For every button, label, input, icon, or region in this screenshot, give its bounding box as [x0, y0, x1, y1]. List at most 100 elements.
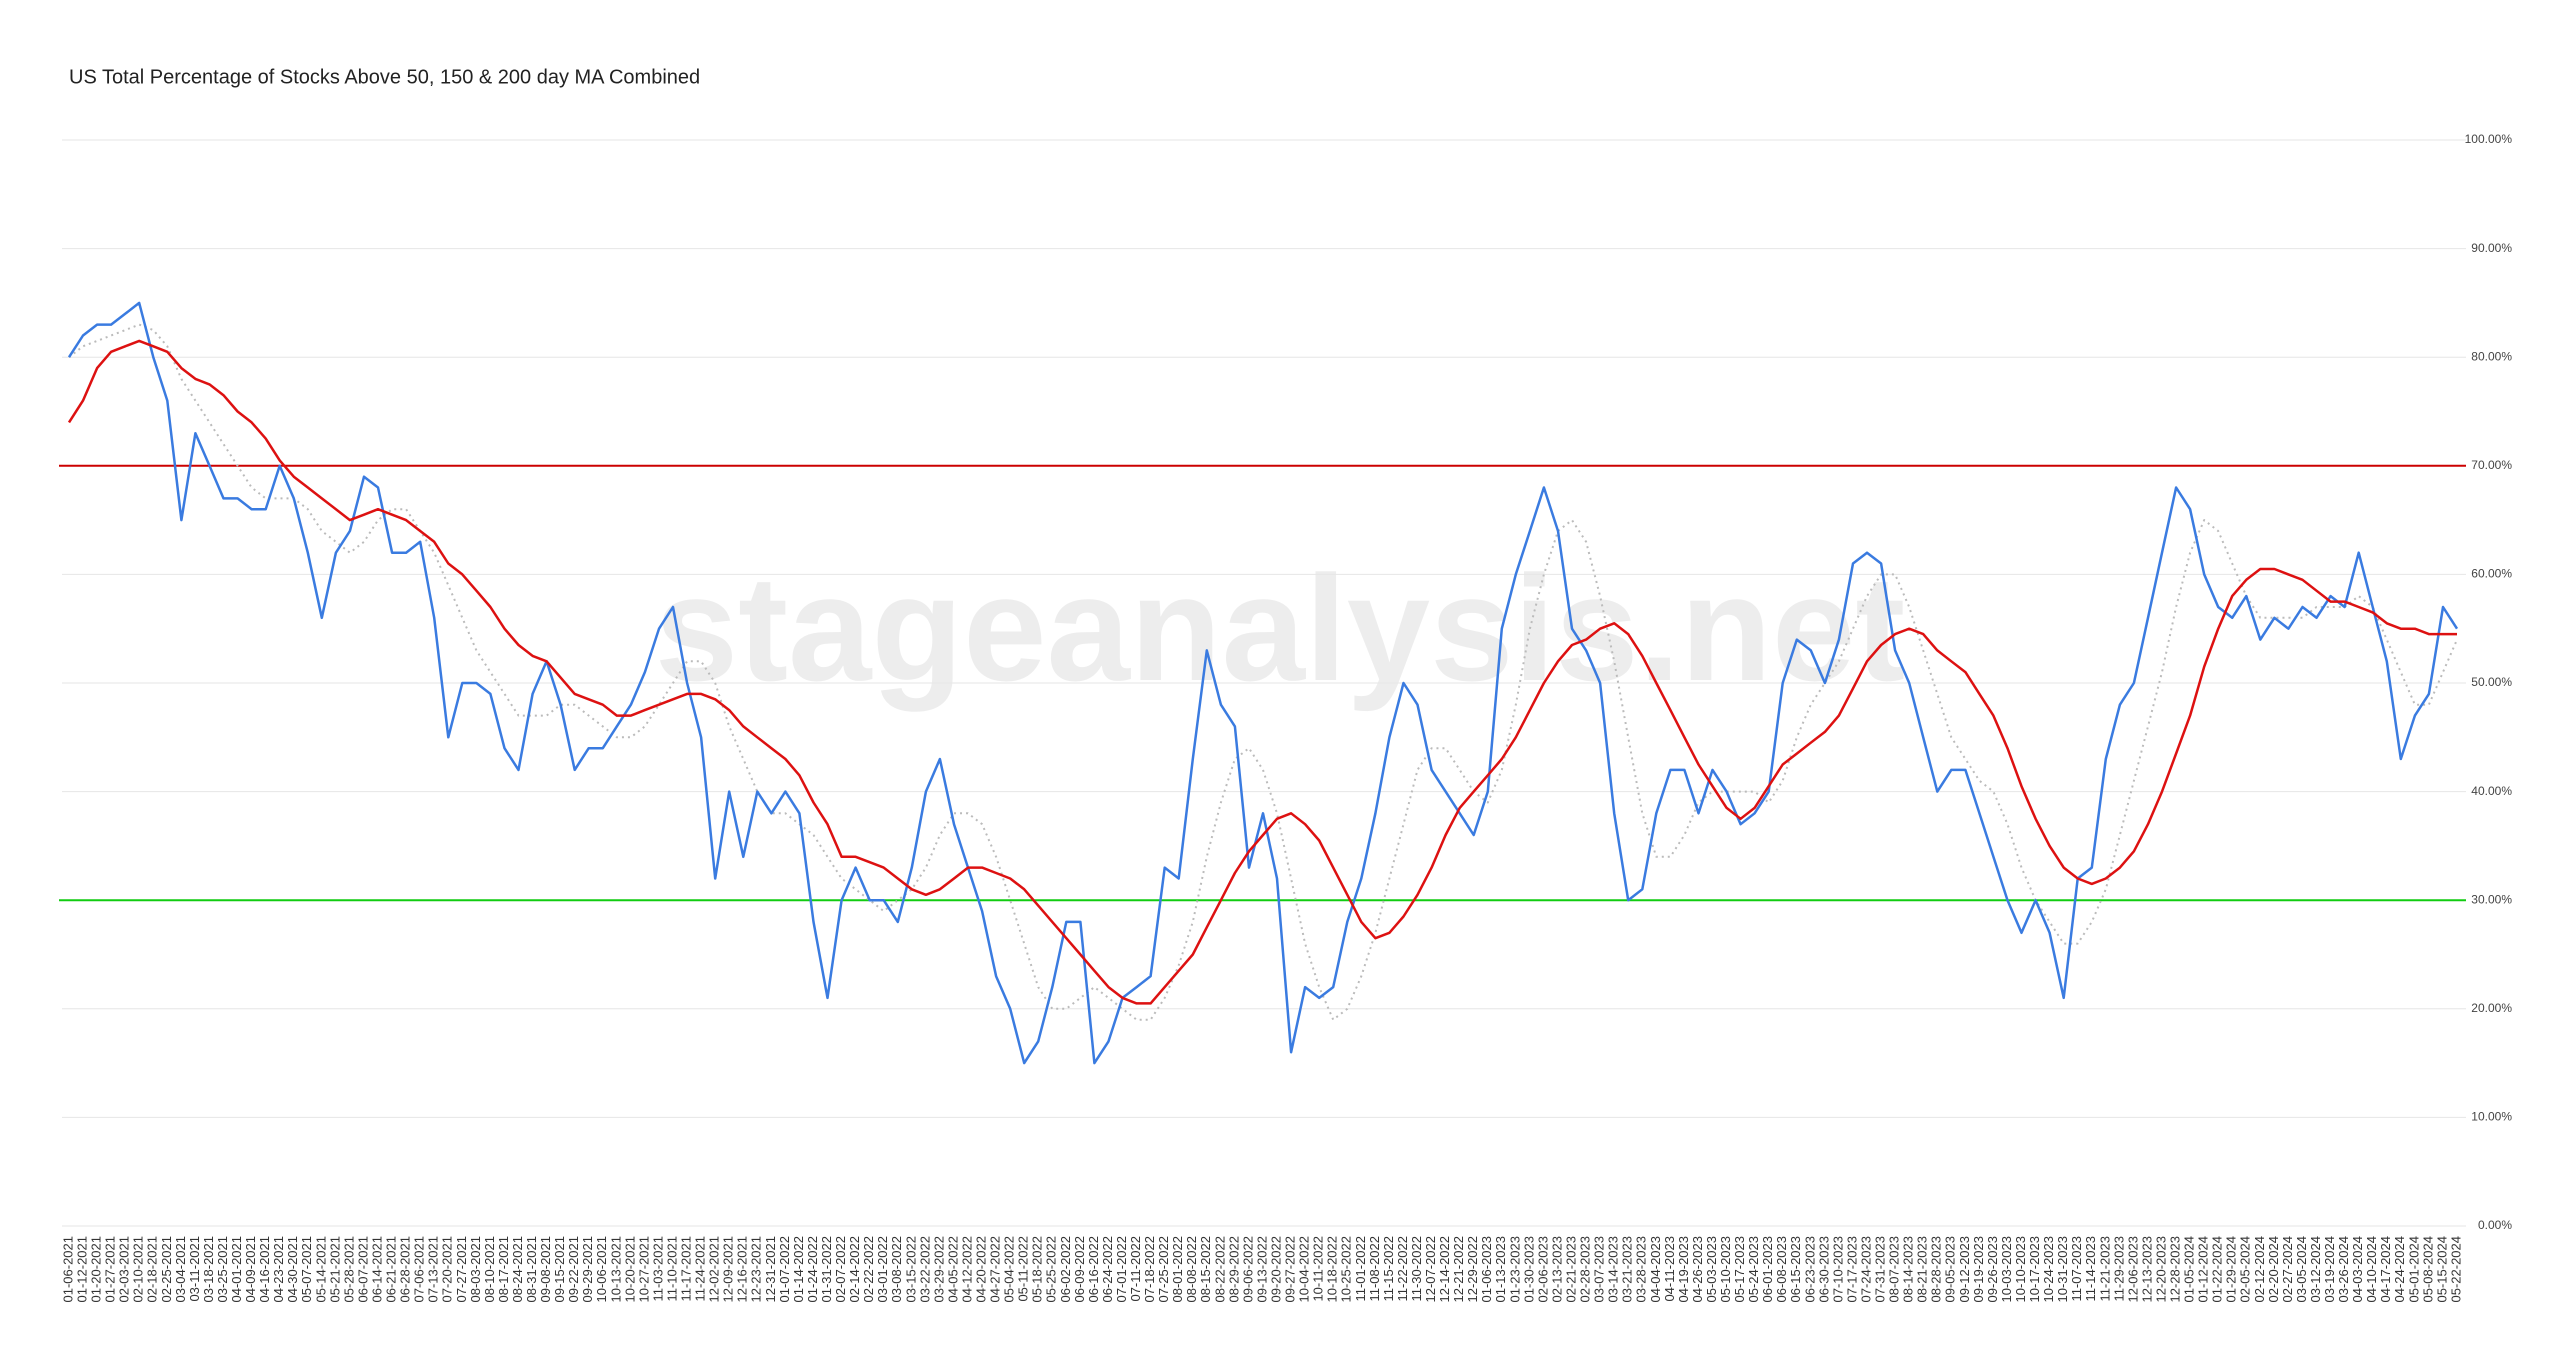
x-tick-label: 03-04-2021 [173, 1236, 188, 1303]
x-tick-label: 10-13-2021 [608, 1236, 623, 1303]
x-tick-label: 03-28-2023 [1634, 1236, 1649, 1303]
x-tick-label: 05-22-2024 [2448, 1236, 2463, 1303]
x-tick-label: 01-06-2023 [1479, 1236, 1494, 1303]
x-tick-label: 01-30-2023 [1521, 1236, 1536, 1303]
x-tick-label: 06-14-2021 [369, 1236, 384, 1303]
x-tick-label: 09-05-2023 [1943, 1236, 1958, 1303]
x-tick-label: 02-10-2021 [131, 1236, 146, 1303]
x-tick-label: 04-11-2023 [1662, 1236, 1677, 1302]
x-tick-label: 08-14-2023 [1901, 1236, 1916, 1303]
x-tick-label: 01-12-2021 [74, 1236, 89, 1303]
x-tick-label: 03-14-2023 [1606, 1236, 1621, 1303]
x-tick-label: 01-13-2023 [1493, 1236, 1508, 1303]
watermark: stageanalysis.net [655, 544, 1906, 712]
x-tick-label: 02-22-2022 [861, 1236, 876, 1303]
x-tick-label: 02-25-2021 [159, 1236, 174, 1303]
x-tick-label: 01-05-2024 [2182, 1236, 2197, 1303]
x-tick-label: 08-10-2021 [482, 1236, 497, 1303]
x-tick-label: 05-24-2023 [1746, 1236, 1761, 1303]
x-tick-label: 07-18-2022 [1142, 1236, 1157, 1303]
x-tick-label: 03-19-2024 [2322, 1236, 2337, 1303]
x-tick-label: 02-05-2024 [2238, 1236, 2253, 1303]
x-tick-label: 03-12-2024 [2308, 1236, 2323, 1303]
x-tick-label: 07-31-2023 [1873, 1236, 1888, 1303]
x-tick-label: 05-18-2022 [1030, 1236, 1045, 1303]
x-tick-label: 09-06-2022 [1240, 1236, 1255, 1303]
x-tick-label: 06-21-2021 [384, 1236, 399, 1303]
x-tick-label: 07-24-2023 [1858, 1236, 1873, 1303]
x-tick-label: 04-03-2024 [2350, 1236, 2365, 1303]
x-tick-label: 10-06-2021 [594, 1236, 609, 1303]
x-tick-label: 09-19-2023 [1971, 1236, 1986, 1303]
x-tick-label: 02-18-2021 [145, 1236, 160, 1303]
x-tick-label: 09-26-2023 [1985, 1236, 2000, 1303]
x-tick-label: 03-05-2024 [2294, 1236, 2309, 1303]
x-tick-label: 10-20-2021 [622, 1236, 637, 1303]
x-tick-label: 02-07-2022 [833, 1236, 848, 1303]
x-tick-label: 11-21-2023 [2097, 1236, 2112, 1302]
x-tick-label: 08-24-2021 [510, 1236, 525, 1303]
x-tick-label: 02-12-2024 [2252, 1236, 2267, 1303]
x-tick-label: 08-22-2022 [1212, 1236, 1227, 1303]
x-tick-label: 01-06-2021 [60, 1236, 75, 1303]
x-tick-label: 03-29-2022 [931, 1236, 946, 1303]
x-tick-label: 07-01-2022 [1114, 1236, 1129, 1303]
x-tick-label: 10-24-2023 [2041, 1236, 2056, 1303]
x-tick-label: 02-13-2023 [1549, 1236, 1564, 1303]
x-tick-label: 11-22-2022 [1395, 1236, 1410, 1302]
x-tick-label: 12-28-2023 [2167, 1236, 2182, 1303]
y-tick-label: 70.00% [2471, 458, 2512, 472]
x-tick-label: 12-29-2022 [1465, 1236, 1480, 1303]
x-tick-label: 02-03-2021 [117, 1236, 132, 1303]
x-tick-label: 06-23-2023 [1802, 1236, 1817, 1303]
x-tick-label: 05-10-2023 [1718, 1236, 1733, 1303]
x-tick-label: 09-20-2022 [1268, 1236, 1283, 1303]
x-tick-label: 03-22-2022 [917, 1236, 932, 1303]
x-tick-label: 10-27-2021 [636, 1236, 651, 1303]
y-tick-label: 0.00% [2478, 1218, 2512, 1232]
x-tick-label: 02-20-2024 [2266, 1236, 2281, 1303]
x-tick-label: 11-30-2022 [1409, 1236, 1424, 1302]
x-tick-label: 01-14-2022 [791, 1236, 806, 1303]
x-tick-label: 05-25-2022 [1044, 1236, 1059, 1303]
x-tick-label: 10-17-2023 [2027, 1236, 2042, 1303]
y-tick-label: 30.00% [2471, 892, 2512, 906]
x-tick-label: 04-19-2023 [1676, 1236, 1691, 1303]
x-tick-label: 01-24-2022 [805, 1236, 820, 1303]
x-tick-label: 10-10-2023 [2013, 1236, 2028, 1303]
x-tick-label: 04-30-2021 [285, 1236, 300, 1303]
x-tick-label: 11-24-2021 [693, 1236, 708, 1302]
x-tick-label: 09-08-2021 [538, 1236, 553, 1303]
x-tick-label: 08-21-2023 [1915, 1236, 1930, 1303]
y-tick-label: 80.00% [2471, 349, 2512, 363]
x-tick-label: 04-12-2022 [959, 1236, 974, 1303]
series-line [67, 301, 2459, 1065]
x-tick-label: 12-23-2021 [749, 1236, 764, 1303]
x-tick-label: 07-20-2021 [440, 1236, 455, 1303]
x-tick-label: 08-15-2022 [1198, 1236, 1213, 1303]
x-tick-label: 10-11-2022 [1311, 1236, 1326, 1302]
x-tick-label: 10-25-2022 [1339, 1236, 1354, 1303]
x-tick-label: 08-29-2022 [1226, 1236, 1241, 1303]
x-tick-label: 11-07-2023 [2069, 1236, 2084, 1302]
x-tick-label: 03-21-2023 [1620, 1236, 1635, 1303]
x-tick-label: 12-13-2023 [2139, 1236, 2154, 1303]
x-tick-label: 04-05-2022 [945, 1236, 960, 1303]
x-tick-label: 03-07-2023 [1592, 1236, 1607, 1303]
x-tick-label: 12-16-2021 [735, 1236, 750, 1303]
x-tick-label: 08-08-2022 [1184, 1236, 1199, 1303]
x-tick-label: 11-29-2023 [2111, 1236, 2126, 1302]
x-tick-label: 01-07-2022 [777, 1236, 792, 1303]
x-tick-label: 06-16-2022 [1086, 1236, 1101, 1303]
x-tick-label: 05-11-2022 [1016, 1236, 1031, 1302]
x-tick-label: 04-01-2021 [229, 1236, 244, 1303]
x-tick-label: 12-20-2023 [2153, 1236, 2168, 1303]
chart-title: US Total Percentage of Stocks Above 50, … [69, 66, 700, 88]
x-tick-label: 08-01-2022 [1170, 1236, 1185, 1303]
x-tick-label: 11-14-2023 [2083, 1236, 2098, 1302]
x-tick-label: 11-08-2022 [1367, 1236, 1382, 1302]
x-tick-label: 05-04-2022 [1002, 1236, 1017, 1303]
x-tick-label: 07-06-2021 [412, 1236, 427, 1303]
x-tick-label: 09-27-2022 [1283, 1236, 1298, 1303]
x-tick-label: 09-13-2022 [1254, 1236, 1269, 1303]
